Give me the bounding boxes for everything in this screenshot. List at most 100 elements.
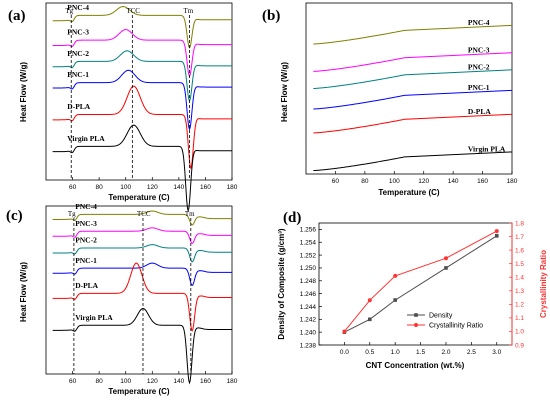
series-line-d-pla <box>52 85 232 170</box>
series-label-virgin-pla: Virgin PLA <box>67 134 105 143</box>
panel-a-y-axis-label: Heat Flow (W/g) <box>19 62 28 122</box>
data-point-crystallinity-ratio <box>393 273 398 278</box>
x-tick-label: 160 <box>200 378 211 385</box>
right-y-tick-label: 1.5 <box>515 261 524 268</box>
series-line-pnc-3 <box>313 52 513 72</box>
series-line-virgin-pla <box>52 124 232 213</box>
x-tick-label: 2.0 <box>441 349 450 356</box>
series-line-pnc-4 <box>52 210 232 226</box>
series-line-pnc-2 <box>313 69 513 89</box>
series-label-pnc-2: PNC-2 <box>67 49 89 58</box>
panel-b-x-axis-label: Temperature (C) <box>378 188 440 197</box>
panel-a-frame <box>45 2 233 181</box>
panel-a-x-ticks: 60 80 100 120 140 160 180 <box>69 177 238 191</box>
panel-d: (d) 0.0 0.5 1.0 1.5 2.0 2.5 3.0 1.238 1.240 1.242… <box>277 210 548 370</box>
series-line-virgin-pla <box>313 151 513 172</box>
series-line-d-pla <box>313 113 513 134</box>
x-tick-label: 60 <box>332 178 340 185</box>
panel-c-curves: PNC-4 PNC-3 PNC-2 PNC-1 D-PLA Virgin PLA <box>52 202 232 385</box>
y-tick-label: 1.252 <box>300 252 317 259</box>
panel-c-x-ticks: 60 80 100 120 140 160 180 <box>69 371 238 385</box>
series-line-pnc-4 <box>52 6 232 49</box>
x-tick-label: 60 <box>69 184 77 191</box>
y-tick-label: 1.238 <box>300 342 317 349</box>
annotation-label-tcc: TCC <box>137 210 151 218</box>
series-label-pnc-1: PNC-1 <box>67 70 89 79</box>
panel-c-label: (c) <box>6 208 23 224</box>
data-point-density <box>444 266 448 270</box>
panel-a-label: (a) <box>8 8 26 24</box>
data-point-crystallinity-ratio <box>367 298 372 303</box>
legend-marker-density <box>414 313 418 317</box>
right-y-tick-label: 1.2 <box>515 302 524 309</box>
right-y-tick-label: 1.4 <box>515 275 524 282</box>
panel-c-annotation-lines: Tg TCC Tm <box>68 210 195 374</box>
series-line-pnc-4 <box>313 24 513 45</box>
x-tick-label: 120 <box>418 178 429 185</box>
data-point-crystallinity-ratio <box>494 229 499 234</box>
series-label-pnc-2: PNC-2 <box>468 62 490 71</box>
y-tick-label: 1.246 <box>300 291 317 298</box>
series-line-crystallinity-ratio <box>344 230 498 332</box>
x-tick-label: 160 <box>477 178 488 185</box>
panel-b-x-ticks: 60 80 100 120 140 160 180 <box>332 171 518 185</box>
x-tick-label: 60 <box>69 378 77 385</box>
series-line-virgin-pla <box>52 307 232 385</box>
series-line-pnc-2 <box>52 50 232 103</box>
series-line-d-pla <box>52 262 232 332</box>
series-label-d-pla: D-PLA <box>67 102 90 111</box>
series-label-pnc-4: PNC-4 <box>468 18 490 27</box>
legend-label-crystallinity-ratio: Crystallinity Ratio <box>429 323 483 330</box>
annotation-label-tg: Tg <box>68 210 76 218</box>
panel-d-ticks: 0.0 0.5 1.0 1.5 2.0 2.5 3.0 1.238 1.240 1.242 1.24… <box>300 220 525 356</box>
annotation-label-tm: Tm <box>183 7 193 15</box>
x-tick-label: 140 <box>448 178 459 185</box>
data-point-density <box>393 298 397 302</box>
series-label-d-pla: D-PLA <box>75 281 98 290</box>
x-tick-label: 180 <box>507 178 518 185</box>
series-line-pnc-1 <box>52 69 232 131</box>
series-label-virgin-pla: Virgin PLA <box>75 313 113 322</box>
x-tick-label: 0.5 <box>365 349 374 356</box>
panel-b-curves: PNC-4 PNC-3 PNC-2 PNC-1 D-PLA Virgin PLA <box>313 18 513 172</box>
series-label-d-pla: D-PLA <box>468 107 491 116</box>
x-tick-label: 1.5 <box>416 349 425 356</box>
x-tick-label: 180 <box>227 378 238 385</box>
series-label-pnc-3: PNC-3 <box>75 219 97 228</box>
panel-d-x-axis-label: CNT Concentration (wt.%) <box>366 361 465 370</box>
panel-a-x-axis-label: Temperature (C) <box>108 193 170 202</box>
x-tick-label: 80 <box>96 184 104 191</box>
x-tick-label: 120 <box>147 378 158 385</box>
series-line-pnc-3 <box>52 29 232 78</box>
right-y-tick-label: 1.3 <box>515 288 524 295</box>
series-line-pnc-2 <box>52 244 232 263</box>
annotation-label-tcc: TCC <box>126 7 140 15</box>
x-tick-label: 80 <box>361 178 369 185</box>
x-tick-label: 1.0 <box>391 349 400 356</box>
x-tick-label: 180 <box>227 184 238 191</box>
panel-d-right-y-axis-label: Crystallinity Ratio <box>539 250 548 318</box>
series-label-pnc-3: PNC-3 <box>468 45 490 54</box>
x-tick-label: 2.5 <box>467 349 476 356</box>
series-line-pnc-1 <box>313 89 513 110</box>
panel-b-frame <box>305 2 513 175</box>
x-tick-label: 140 <box>173 378 184 385</box>
x-tick-label: 160 <box>200 184 211 191</box>
y-tick-label: 1.242 <box>300 317 317 324</box>
y-tick-label: 1.240 <box>300 329 317 336</box>
panel-a-curves: PNC-4 PNC-3 PNC-2 PNC-1 D-PLA Virgin PLA <box>52 3 232 213</box>
data-point-crystallinity-ratio <box>342 329 347 334</box>
right-y-tick-label: 0.9 <box>515 342 524 349</box>
right-y-tick-label: 1.8 <box>515 220 524 227</box>
x-tick-label: 0.0 <box>340 349 349 356</box>
right-y-tick-label: 1.0 <box>515 329 524 336</box>
y-tick-label: 1.254 <box>300 240 317 247</box>
y-tick-label: 1.256 <box>300 227 317 234</box>
series-label-pnc-2: PNC-2 <box>75 236 97 245</box>
series-line-density <box>344 235 498 333</box>
right-y-tick-label: 1.7 <box>515 234 524 241</box>
annotation-label-tm: Tm <box>185 210 195 218</box>
